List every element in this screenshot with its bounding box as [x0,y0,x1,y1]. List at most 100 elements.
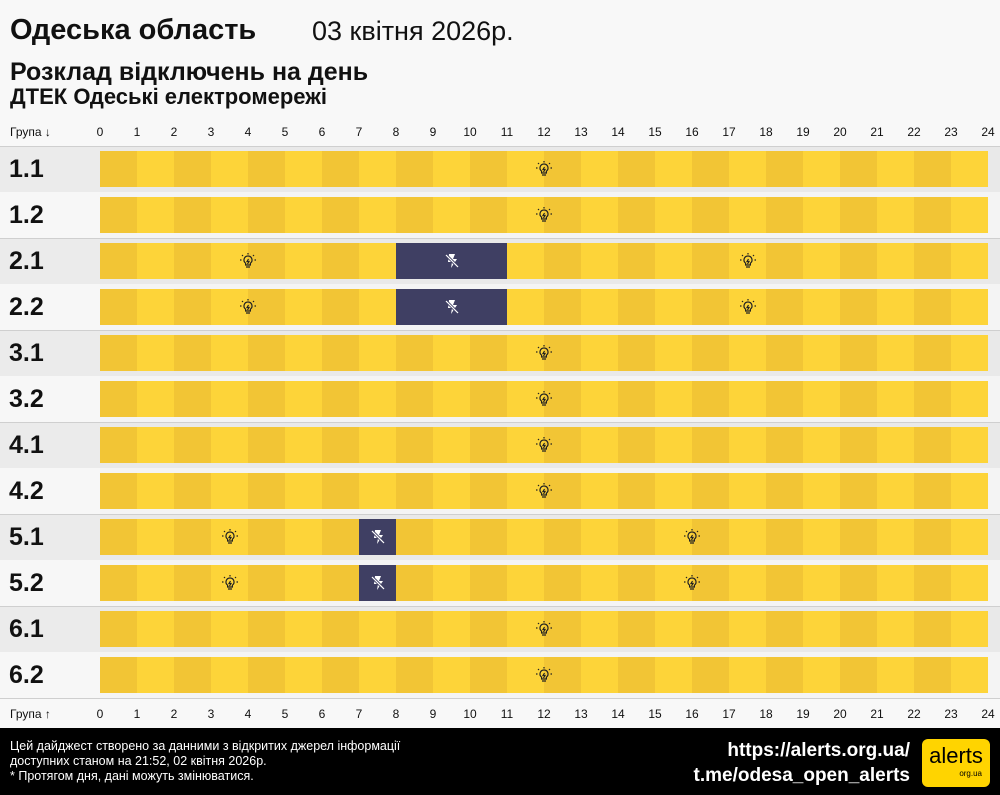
power-on-cell [396,381,433,417]
power-on-cell [433,565,470,601]
power-on-cell [100,151,137,187]
power-on-cell [507,289,544,325]
power-on-cell [655,197,692,233]
power-on-cell [766,289,803,325]
power-on-cell [618,381,655,417]
power-on-cell [729,519,766,555]
hour-tick-label: 24 [981,125,995,139]
power-on-cell [174,381,211,417]
power-on-cell [766,151,803,187]
power-on-cell [211,657,248,693]
power-on-cell [137,565,174,601]
power-on-cell [359,381,396,417]
power-on-cell [840,381,877,417]
power-on-cell [729,473,766,509]
hour-tick-label: 4 [244,125,252,139]
power-on-cell [877,657,914,693]
power-on-cell [803,519,840,555]
outage-cell [470,243,507,279]
power-on-cell [692,427,729,463]
power-on-cell [470,381,507,417]
power-on-cell [840,289,877,325]
hour-tick-label: 23 [944,707,958,721]
power-on-cell [211,427,248,463]
hour-tick-label: 17 [722,125,736,139]
outage-cell [396,243,433,279]
power-on-cell [433,151,470,187]
telegram-link[interactable]: t.me/odesa_open_alerts [693,765,910,786]
power-on-cell [322,611,359,647]
power-on-cell [877,427,914,463]
power-on-cell [507,519,544,555]
power-on-cell [322,565,359,601]
power-on-cell [248,611,285,647]
power-on-cell [470,657,507,693]
hour-tick-label: 20 [833,125,847,139]
group-label: 3.2 [0,376,100,422]
power-on-cell [248,381,285,417]
power-on-cell [655,657,692,693]
hour-tick-label: 2 [170,707,178,721]
group-label: 6.1 [0,606,100,652]
group-label: 2.1 [0,238,100,284]
power-on-cell [359,611,396,647]
power-on-cell [137,335,174,371]
power-on-cell [692,657,729,693]
hour-tick-label: 8 [392,707,400,721]
hour-tick-label: 14 [611,125,625,139]
power-on-cell [951,611,988,647]
power-on-cell [248,243,285,279]
hour-tick-label: 14 [611,707,625,721]
power-on-cell [174,473,211,509]
power-on-cell [248,473,285,509]
hour-tick-label: 9 [429,125,437,139]
power-on-cell [618,197,655,233]
hour-tick-label: 11 [500,707,514,721]
power-on-cell [396,197,433,233]
power-on-cell [877,381,914,417]
power-on-cell [359,473,396,509]
group-label: 2.2 [0,284,100,330]
power-on-cell [766,243,803,279]
hour-tick-label: 16 [685,125,699,139]
hour-tick-label: 23 [944,125,958,139]
power-on-cell [803,427,840,463]
group-label: 4.1 [0,422,100,468]
power-on-cell [248,197,285,233]
power-on-cell [544,381,581,417]
power-on-cell [100,427,137,463]
power-on-cell [618,151,655,187]
power-on-cell [544,335,581,371]
power-on-cell [914,473,951,509]
footer: Цей дайджест створено за данними з відкр… [0,728,1000,795]
power-on-cell [174,611,211,647]
power-on-cell [507,427,544,463]
lightbulb-icon [535,666,553,684]
power-on-cell [285,565,322,601]
power-on-cell [951,381,988,417]
power-on-cell [285,381,322,417]
power-on-cell [877,335,914,371]
power-on-cell [544,565,581,601]
website-link[interactable]: https://alerts.org.ua/ [727,740,910,761]
power-on-cell [174,197,211,233]
power-on-cell [914,611,951,647]
lightbulb-icon [683,528,701,546]
power-on-cell [285,151,322,187]
power-on-cell [692,289,729,325]
power-on-cell [322,657,359,693]
power-on-cell [285,657,322,693]
power-on-cell [433,657,470,693]
power-on-cell [544,611,581,647]
lightbulb-icon [239,252,257,270]
hour-tick-label: 5 [281,125,289,139]
power-on-cell [137,473,174,509]
power-on-cell [581,289,618,325]
power-on-cell [211,243,248,279]
power-on-cell [100,611,137,647]
power-on-cell [285,197,322,233]
power-on-cell [729,151,766,187]
lightbulb-icon [535,344,553,362]
power-on-cell [803,151,840,187]
power-on-cell [285,243,322,279]
